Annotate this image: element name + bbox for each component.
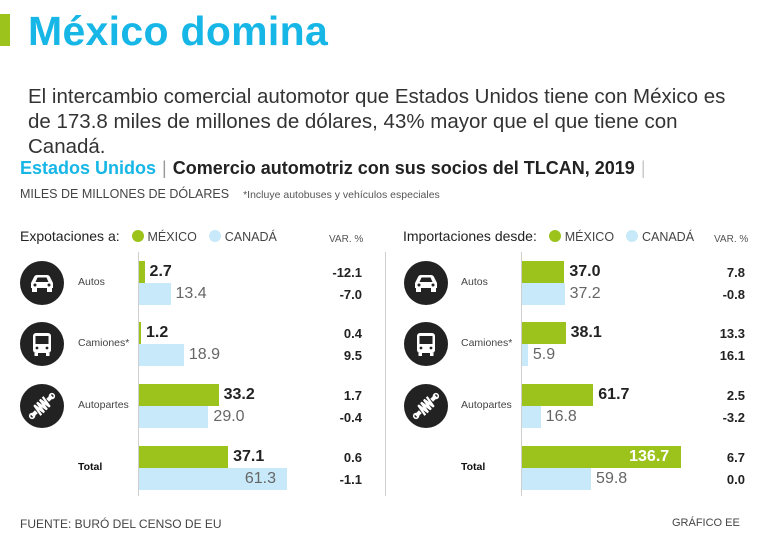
bar-canada — [521, 283, 565, 305]
footer-source: FUENTE: BURÓ DEL CENSO DE EU — [20, 517, 222, 531]
bar-canada — [138, 468, 287, 490]
var-pct-canada: -7.0 — [339, 287, 362, 302]
footnote: *Incluye autobuses y vehículos especiale… — [243, 189, 440, 201]
bar-axis-line — [521, 252, 522, 496]
var-pct-mexico: 6.7 — [726, 450, 745, 465]
bar-mexico — [138, 322, 141, 344]
value-label-canada: 16.8 — [545, 408, 577, 425]
page-title: México domina — [28, 8, 329, 54]
var-pct-mexico: 2.5 — [726, 388, 745, 403]
imports-header: Importaciones desde: MÉXICO CANADÁ — [403, 228, 694, 244]
subtitle-country: Estados Unidos — [20, 158, 157, 178]
var-pct-canada: -0.4 — [339, 410, 362, 425]
exports-var-header: VAR. % — [329, 234, 364, 245]
car-icon — [20, 261, 64, 305]
category-label: Autopartes — [461, 399, 512, 411]
bar-mexico — [521, 384, 594, 406]
var-pct-mexico: 0.6 — [343, 450, 362, 465]
value-label-mexico: 33.2 — [223, 386, 255, 403]
legend-mexico-label: MÉXICO — [564, 230, 615, 244]
value-label-canada: 61.3 — [244, 470, 276, 487]
legend-mexico-swatch — [131, 230, 144, 242]
value-label-mexico: 1.2 — [146, 324, 169, 341]
units-row: MILES DE MILLONES DE DÓLARES *Incluye aut… — [20, 187, 440, 201]
category-label: Autopartes — [78, 399, 129, 411]
legend-canada-swatch — [208, 230, 221, 242]
var-pct-canada: 9.5 — [343, 348, 362, 363]
value-label-canada: 59.8 — [596, 470, 628, 487]
legend-mexico-label: MÉXICO — [147, 230, 197, 244]
bus-icon — [20, 322, 64, 366]
category-label: Autos — [461, 276, 488, 288]
category-label: Total — [461, 461, 486, 473]
var-pct-canada: -3.2 — [722, 410, 745, 425]
units-label: MILES DE MILLONES DE DÓLARES — [20, 187, 230, 201]
var-pct-mexico: 13.3 — [719, 326, 745, 341]
bar-mexico — [138, 261, 145, 283]
var-pct-mexico: 0.4 — [343, 326, 362, 341]
exports-header: Expotaciones a: MÉXICO CANADÁ — [20, 228, 277, 244]
category-label: Camiones* — [78, 337, 130, 349]
bar-mexico — [138, 384, 219, 406]
value-label-canada: 13.4 — [175, 285, 207, 302]
category-label: Total — [78, 461, 103, 473]
var-pct-mexico: -12.1 — [332, 265, 362, 280]
value-label-mexico: 38.1 — [570, 324, 602, 341]
bar-axis-line — [138, 252, 139, 496]
value-label-mexico: 37.0 — [569, 263, 601, 280]
bar-mexico — [521, 322, 566, 344]
value-label-canada: 18.9 — [188, 346, 221, 363]
var-pct-canada: 0.0 — [726, 472, 745, 487]
bar-canada — [521, 344, 528, 366]
value-label-canada: 37.2 — [569, 285, 601, 302]
category-label: Autos — [78, 276, 105, 288]
car-icon — [404, 261, 448, 305]
bar-canada — [138, 406, 209, 428]
footer-credit: GRÁFICO EE — [672, 517, 740, 529]
legend-canada-swatch — [625, 230, 638, 242]
subtitle-main: Comercio automotriz con sus socios del T… — [172, 158, 635, 178]
value-label-mexico: 61.7 — [598, 386, 630, 403]
subtitle-separator: | — [162, 158, 167, 178]
var-pct-mexico: 7.8 — [726, 265, 745, 280]
imports-var-header: VAR. % — [714, 234, 749, 245]
legend-mexico-swatch — [548, 230, 561, 242]
var-pct-canada: 16.1 — [719, 348, 745, 363]
bar-mexico — [521, 446, 682, 468]
shock-absorber-icon — [404, 384, 448, 428]
var-pct-canada: -0.8 — [722, 287, 745, 302]
category-label: Camiones* — [461, 337, 513, 349]
value-label-mexico: 136.7 — [629, 448, 670, 465]
bus-icon — [404, 322, 448, 366]
value-label-mexico: 2.7 — [149, 263, 172, 280]
title-accent-bar — [0, 14, 10, 46]
bar-mexico — [138, 446, 229, 468]
bar-canada — [521, 468, 592, 490]
value-label-canada: 5.9 — [532, 346, 556, 363]
imports-title: Importaciones desde: — [403, 228, 537, 244]
var-pct-mexico: 1.7 — [343, 388, 362, 403]
subtitle-trailing: | — [640, 158, 646, 178]
bar-canada — [138, 283, 171, 305]
value-label-canada: 29.0 — [213, 408, 245, 425]
chart-subtitle: Estados Unidos | Comercio automotriz con s… — [20, 158, 646, 179]
intro-paragraph: El intercambio comercial automotor que E… — [28, 85, 726, 158]
bar-mexico — [521, 261, 565, 283]
value-label-mexico: 37.1 — [233, 448, 265, 465]
bar-canada — [138, 344, 184, 366]
exports-title: Expotaciones a: — [20, 228, 120, 244]
legend-canada-label: CANADÁ — [641, 230, 695, 244]
legend-canada-label: CANADÁ — [224, 230, 277, 244]
var-pct-canada: -1.1 — [339, 472, 362, 487]
shock-absorber-icon — [20, 384, 64, 428]
bar-canada — [521, 406, 541, 428]
panel-divider — [385, 252, 386, 496]
